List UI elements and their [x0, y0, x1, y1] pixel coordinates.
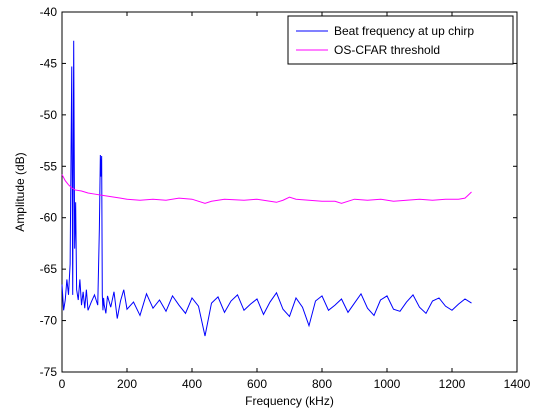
series-line-1 — [61, 174, 472, 204]
y-tick-label: -65 — [40, 262, 58, 276]
legend-label-beat: Beat frequency at up chirp — [334, 24, 474, 38]
x-tick-label: 1200 — [439, 377, 466, 391]
legend: Beat frequency at up chirp OS-CFAR thres… — [287, 15, 514, 65]
y-tick-label: -70 — [40, 314, 58, 328]
y-tick-label: -40 — [40, 5, 58, 19]
series-layer — [61, 40, 472, 337]
y-tick-label: -50 — [40, 108, 58, 122]
series-line-0 — [61, 40, 472, 337]
tick-layer: 0 200 400 600 800 1000 1200 1400 -40 -45 -50 -55 -60… — [40, 5, 531, 391]
y-tick-label: -55 — [40, 159, 58, 173]
x-tick-label: 1000 — [374, 377, 401, 391]
legend-label-threshold: OS-CFAR threshold — [334, 43, 440, 57]
x-tick-label: 200 — [117, 377, 137, 391]
y-tick-label: -60 — [40, 211, 58, 225]
y-axis-label: Amplitude (dB) — [13, 152, 27, 231]
x-tick-label: 0 — [59, 377, 66, 391]
legend-box — [287, 15, 514, 65]
x-tick-label: 1400 — [504, 377, 531, 391]
x-tick-label: 400 — [182, 377, 202, 391]
x-tick-label: 800 — [312, 377, 332, 391]
y-tick-label: -75 — [40, 365, 58, 379]
y-tick-label: -45 — [40, 56, 58, 70]
x-axis-label: Frequency (kHz) — [245, 394, 334, 408]
x-tick-label: 600 — [247, 377, 267, 391]
plot-area — [61, 11, 518, 373]
